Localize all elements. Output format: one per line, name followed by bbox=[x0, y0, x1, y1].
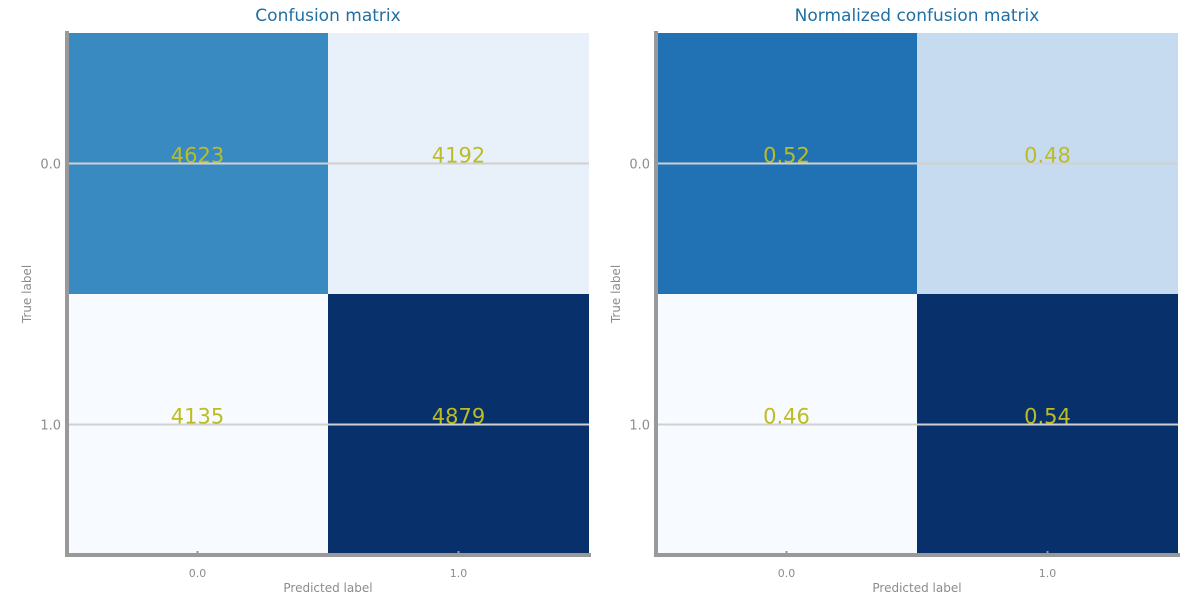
y-tick-label: 1.0 bbox=[40, 419, 61, 434]
chart-title: Normalized confusion matrix bbox=[795, 6, 1040, 26]
cell-value-label: 0.46 bbox=[763, 405, 810, 429]
x-tick-label: 0.0 bbox=[778, 567, 796, 580]
cell-value-label: 0.48 bbox=[1024, 144, 1071, 168]
y-axis-label: True label bbox=[609, 265, 623, 324]
y-tick-label: 0.0 bbox=[629, 158, 650, 173]
cell-value-label: 4623 bbox=[171, 144, 224, 168]
x-tick-label: 1.0 bbox=[1039, 567, 1057, 580]
cell-value-label: 0.54 bbox=[1024, 405, 1071, 429]
x-tick-label: 0.0 bbox=[189, 567, 207, 580]
x-axis-label: Predicted label bbox=[283, 581, 372, 595]
chart-title: Confusion matrix bbox=[255, 6, 400, 26]
y-tick-label: 0.0 bbox=[40, 158, 61, 173]
cell-value-label: 4192 bbox=[432, 144, 485, 168]
x-axis-label: Predicted label bbox=[872, 581, 961, 595]
cell-value-label: 4879 bbox=[432, 405, 485, 429]
y-tick-label: 1.0 bbox=[629, 419, 650, 434]
cell-value-label: 4135 bbox=[171, 405, 224, 429]
y-axis-label: True label bbox=[20, 265, 34, 324]
x-tick-label: 1.0 bbox=[450, 567, 468, 580]
cell-value-label: 0.52 bbox=[763, 144, 810, 168]
